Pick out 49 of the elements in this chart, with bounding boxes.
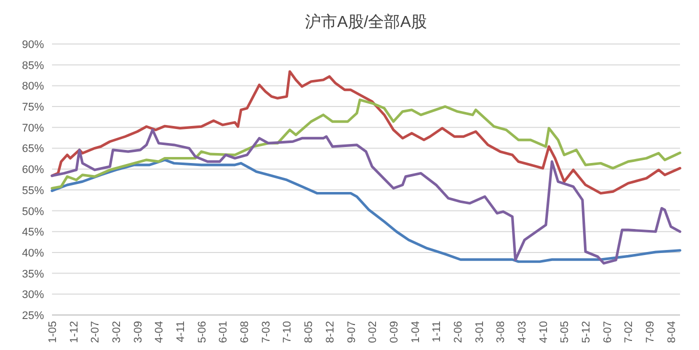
x-tick-label: 5-05 bbox=[559, 321, 572, 344]
y-tick-label: 40% bbox=[22, 247, 44, 260]
chart-title: 沪市A股/全部A股 bbox=[305, 13, 427, 31]
x-tick-label: 6-07 bbox=[602, 321, 614, 344]
x-tick-label: 6-01 bbox=[218, 321, 230, 344]
x-tick-label: 2-07 bbox=[90, 321, 102, 344]
y-tick-label: 65% bbox=[22, 143, 44, 156]
x-tick-label: 9-07 bbox=[346, 321, 358, 344]
x-tick-label: 8-12 bbox=[324, 321, 336, 344]
x-tick-label: 0-02 bbox=[367, 321, 380, 344]
x-tick-label: 3-09 bbox=[132, 321, 144, 344]
x-tick-label: 1-11 bbox=[431, 321, 444, 342]
x-tick-label: 8-04 bbox=[666, 321, 678, 344]
x-tick-label: 8-05 bbox=[303, 321, 316, 344]
x-tick-label: 7-03 bbox=[260, 321, 272, 344]
x-tick-label: 4-10 bbox=[538, 321, 550, 344]
y-tick-label: 70% bbox=[22, 122, 44, 134]
x-tick-label: 5-06 bbox=[196, 321, 208, 344]
line-series bbox=[50, 98, 682, 190]
y-tick-label: 45% bbox=[22, 226, 44, 239]
y-tick-label: 50% bbox=[22, 206, 44, 218]
x-tick-label: 7-02 bbox=[623, 321, 636, 344]
x-tick-label: 2-06 bbox=[452, 321, 464, 344]
x-tick-label: 5-12 bbox=[580, 321, 592, 344]
y-tick-label: 55% bbox=[22, 184, 44, 197]
x-tick-label: 4-11 bbox=[175, 321, 188, 342]
x-tick-label: 1-04 bbox=[410, 321, 422, 344]
x-tick-label: 1-05 bbox=[47, 321, 59, 344]
x-tick-label: 3-01 bbox=[474, 321, 486, 344]
x-tick-label: 3-02 bbox=[111, 321, 124, 344]
x-tick-label: 7-09 bbox=[644, 321, 657, 344]
x-tick-label: 4-04 bbox=[154, 321, 166, 344]
x-tick-label: 4-03 bbox=[516, 321, 528, 344]
x-tick-label: 1-12 bbox=[68, 321, 80, 344]
x-tick-label: 7-10 bbox=[282, 321, 294, 344]
line-series bbox=[50, 128, 682, 265]
y-tick-label: 60% bbox=[22, 164, 44, 176]
y-tick-label: 30% bbox=[22, 289, 44, 302]
x-tick-label: 6-08 bbox=[239, 321, 252, 344]
y-tick-label: 75% bbox=[22, 102, 44, 114]
y-tick-label: 85% bbox=[22, 60, 44, 72]
y-tick-label: 25% bbox=[22, 310, 44, 322]
x-tick-label: 0-09 bbox=[388, 321, 400, 344]
y-tick-label: 90% bbox=[22, 39, 44, 51]
line-series bbox=[50, 158, 682, 263]
x-tick-label: 3-08 bbox=[495, 321, 508, 344]
y-tick-label: 80% bbox=[22, 80, 44, 93]
line-series bbox=[50, 70, 682, 195]
y-tick-label: 35% bbox=[22, 268, 44, 280]
